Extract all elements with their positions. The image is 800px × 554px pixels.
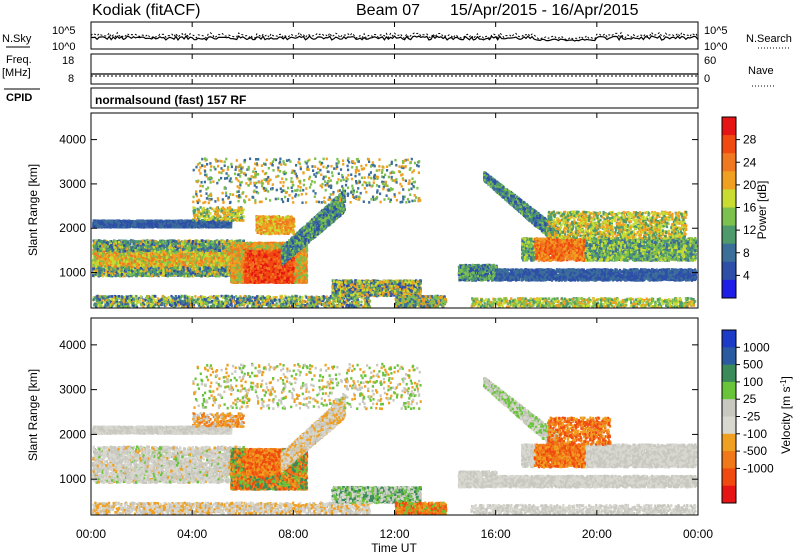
freq-label-2: [MHz] [2, 67, 31, 79]
freq-panel: Freq. [MHz] 18 8 60 0 Nave [2, 54, 776, 86]
cpid-label: CPID [6, 92, 32, 104]
nsearch-tick-top: 10^5 [704, 25, 728, 37]
nave-tick-top: 60 [704, 55, 716, 67]
cpid-text: normalsound (fast) 157 RF [95, 93, 246, 107]
nsearch-label: N.Search [746, 33, 792, 45]
date-range: 15/Apr/2015 - 16/Apr/2015 [450, 2, 639, 19]
beam-label: Beam 07 [356, 2, 420, 19]
nsky-tick-bottom: 10^0 [52, 41, 76, 53]
freq-label-1: Freq. [6, 54, 32, 66]
freq-tick-top: 18 [62, 55, 74, 67]
nsky-panel: N.Sky 10^5 10^0 10^5 10^0 N.Search [2, 22, 792, 53]
power-heatmap [92, 157, 697, 308]
cpid-panel: CPID normalsound (fast) 157 RF [4, 88, 698, 108]
freq-tick-bottom: 8 [68, 73, 74, 85]
nave-tick-bottom: 0 [704, 73, 710, 85]
nave-label: Nave [748, 65, 774, 77]
nsearch-tick-bottom: 10^0 [704, 41, 728, 53]
nsky-label: N.Sky [2, 33, 32, 45]
nsky-tick-top: 10^5 [52, 25, 76, 37]
station-title: Kodiak (fitACF) [92, 2, 200, 19]
radar-plot: Kodiak (fitACF) Beam 07 15/Apr/2015 - 16… [0, 0, 800, 554]
